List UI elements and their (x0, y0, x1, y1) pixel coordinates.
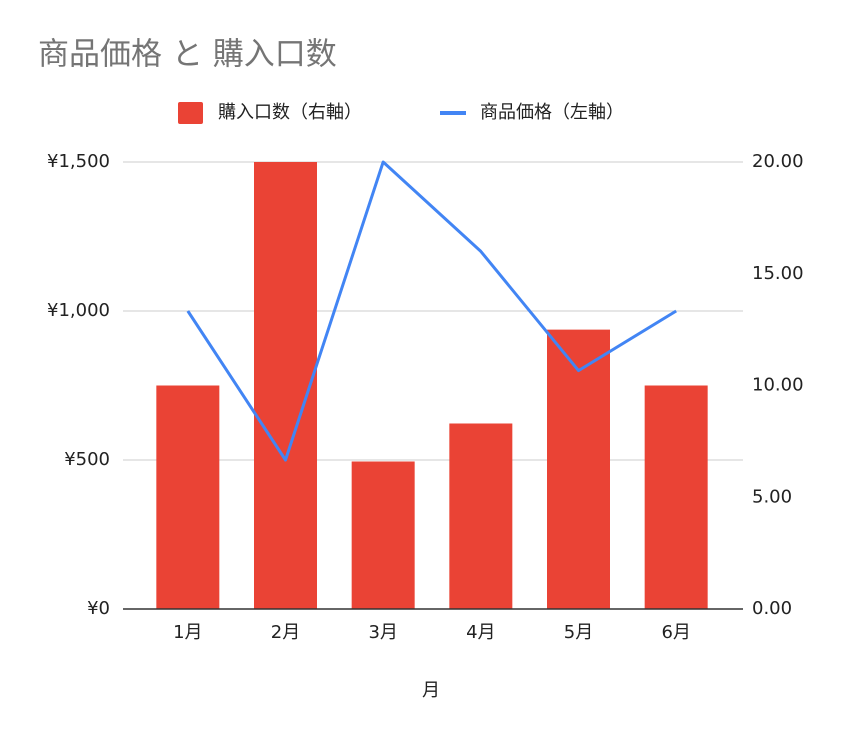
y2-tick-label: 10.00 (752, 375, 804, 396)
bar (644, 385, 708, 609)
legend-label: 商品価格（左軸） (480, 102, 624, 123)
y2-tick-label: 0.00 (752, 598, 792, 619)
x-tick-label: 5月 (564, 622, 593, 643)
legend-swatch (178, 102, 203, 124)
chart-title: 商品価格 と 購入口数 (38, 37, 337, 73)
line (186, 160, 677, 462)
y-tick-label: ¥0 (87, 598, 110, 619)
bar (156, 385, 220, 609)
bar (254, 162, 317, 609)
y-tick-label: ¥500 (64, 449, 110, 470)
y2-tick-label: 20.00 (752, 151, 804, 172)
bar (351, 461, 415, 609)
y-tick-label: ¥1,000 (47, 300, 110, 321)
y2-tick-label: 15.00 (752, 263, 804, 284)
x-tick-label: 6月 (661, 622, 690, 643)
bar (547, 329, 610, 609)
x-tick-label: 3月 (368, 622, 397, 643)
y-tick-label: ¥1,500 (47, 151, 110, 172)
x-axis-title: 月 (422, 680, 440, 701)
x-tick-label: 4月 (466, 622, 495, 643)
bar (449, 423, 513, 609)
y2-tick-label: 5.00 (752, 486, 792, 507)
legend-label: 購入口数（右軸） (218, 102, 362, 123)
x-tick-label: 1月 (173, 622, 202, 643)
x-tick-label: 2月 (271, 622, 300, 643)
